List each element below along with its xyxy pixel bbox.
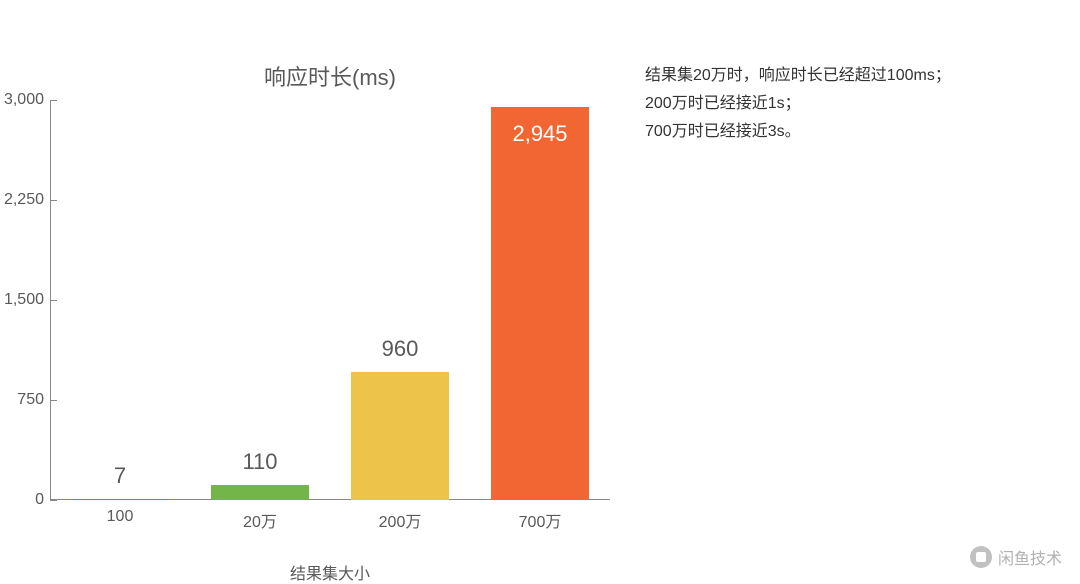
- y-tick-label: 2,250: [4, 191, 44, 209]
- watermark-text: 闲鱼技术: [998, 545, 1062, 569]
- y-tick-label: 750: [17, 391, 44, 409]
- chart-plot-area: 07501,5002,2503,000710011020万960200万2,94…: [50, 60, 610, 500]
- bar-value-label: 2,945: [491, 121, 589, 147]
- x-category-label: 100: [50, 508, 190, 526]
- y-tick-label: 3,000: [4, 91, 44, 109]
- annotation-line: 700万时已经接近3s。: [645, 118, 951, 146]
- bar: 110: [211, 485, 309, 500]
- y-tick-mark: [50, 400, 57, 401]
- x-category-label: 200万: [330, 508, 470, 532]
- watermark: 闲鱼技术: [970, 545, 1062, 569]
- bar-value-label: 110: [211, 449, 309, 475]
- wechat-icon: [970, 546, 992, 568]
- y-tick-mark: [50, 200, 57, 201]
- x-category-label: 700万: [470, 508, 610, 532]
- bar: 7: [71, 499, 169, 500]
- chart-x-axis-label: 结果集大小: [50, 560, 610, 584]
- annotation-line: 200万时已经接近1s；: [645, 90, 951, 118]
- bar-value-label: 7: [71, 463, 169, 489]
- y-tick-label: 0: [35, 491, 44, 509]
- bar: 960: [351, 372, 449, 500]
- y-tick-mark: [50, 500, 57, 501]
- y-tick-label: 1,500: [4, 291, 44, 309]
- bar: 2,945: [491, 107, 589, 500]
- x-category-label: 20万: [190, 508, 330, 532]
- bar-value-label: 960: [351, 336, 449, 362]
- y-tick-mark: [50, 100, 57, 101]
- annotation-line: 结果集20万时，响应时长已经超过100ms；: [645, 62, 951, 90]
- annotation-text-block: 结果集20万时，响应时长已经超过100ms；200万时已经接近1s；700万时已…: [645, 62, 951, 146]
- y-tick-mark: [50, 300, 57, 301]
